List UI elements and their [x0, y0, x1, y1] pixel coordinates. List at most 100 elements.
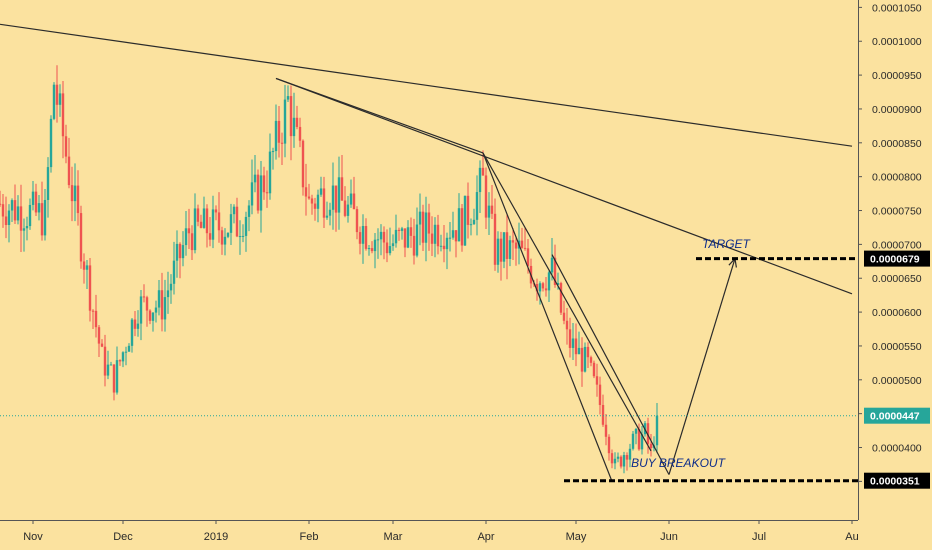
candle-body: [19, 206, 23, 231]
candle-body: [415, 224, 419, 256]
candle-body: [160, 290, 164, 320]
candle-body: [196, 208, 200, 222]
candle-body: [484, 175, 488, 218]
candle-body: [442, 245, 446, 250]
candle-body: [292, 117, 296, 137]
trendline[interactable]: [482, 152, 613, 482]
candle-body: [274, 120, 278, 152]
candle-body: [376, 239, 380, 241]
candle-body: [541, 283, 545, 289]
trendline[interactable]: [551, 254, 670, 475]
candle-body: [142, 296, 146, 298]
candle-body: [637, 428, 641, 450]
candle-body: [187, 228, 191, 234]
candle-body: [364, 226, 368, 249]
candle-body: [454, 230, 458, 242]
candle-body: [250, 182, 254, 206]
candle-body: [307, 196, 311, 199]
candle-body: [625, 455, 629, 460]
candle-body: [136, 323, 140, 329]
candle-body: [79, 213, 83, 262]
candle-body: [70, 185, 74, 202]
candle-body: [238, 236, 242, 238]
candle-body: [43, 199, 47, 236]
candle-body: [181, 245, 185, 259]
price-tag-last-label: 0.0000447: [870, 411, 920, 423]
candle-body: [277, 120, 281, 143]
candle-body: [325, 215, 329, 218]
trendline[interactable]: [275, 77, 484, 154]
candle-body: [94, 310, 98, 328]
levels-layer: [0, 257, 858, 483]
candle-body: [262, 175, 266, 193]
candle-body: [493, 213, 497, 265]
price-tick-label: 0.0000500: [872, 375, 922, 387]
candle-body: [445, 237, 449, 250]
projection-arrow[interactable]: [668, 258, 736, 475]
candle-body: [586, 346, 590, 358]
candle-body: [235, 206, 239, 237]
candle-body: [298, 126, 302, 141]
candle-body: [430, 233, 434, 244]
trendline[interactable]: [275, 77, 853, 295]
candle-body: [49, 118, 53, 168]
candle-body: [631, 433, 635, 449]
candle-body: [316, 194, 320, 209]
candle-body: [127, 345, 131, 352]
trendline[interactable]: [482, 152, 652, 452]
candle-body: [256, 174, 260, 211]
trendline[interactable]: [0, 23, 853, 147]
candle-body: [589, 357, 593, 363]
candle-body: [172, 260, 176, 284]
price-tag-target: [864, 250, 930, 267]
candle-body: [418, 211, 422, 225]
candle-body: [628, 448, 632, 460]
candle-body: [304, 187, 308, 197]
candle-body: [565, 320, 569, 330]
candle-body: [460, 208, 464, 246]
candle-body: [118, 360, 122, 362]
candle-body: [463, 195, 467, 246]
price-tick-label: 0.0000750: [872, 206, 922, 218]
candle-body: [574, 338, 578, 355]
candle-body: [388, 246, 392, 254]
candle-body: [280, 142, 284, 144]
price-tick-label: 0.0001000: [872, 36, 922, 48]
candle-body: [361, 226, 365, 244]
candle-body: [100, 343, 104, 347]
price-axis: 0.0001050 0.0001000 0.0000950 0.0000900 0.00…: [858, 0, 932, 550]
candle-body: [331, 185, 335, 210]
price-tag-buy-breakout-label: 0.0000351: [870, 476, 920, 488]
time-tick-label: Nov: [23, 531, 43, 543]
candle-body: [553, 257, 557, 285]
candle-body: [646, 423, 650, 444]
candle-body: [391, 243, 395, 247]
candle-body: [535, 284, 539, 292]
candle-body: [595, 376, 599, 385]
price-tag-target-label: 0.0000679: [870, 254, 920, 266]
candle-body: [577, 347, 581, 355]
price-tick-label: 0.0000550: [872, 341, 922, 353]
candle-body: [496, 238, 500, 265]
candle-body: [475, 192, 479, 220]
candle-body: [40, 203, 44, 236]
candle-body: [619, 456, 623, 467]
candle-body: [178, 243, 182, 259]
candle-body: [337, 177, 341, 213]
candle-body: [220, 230, 224, 245]
candle-body: [427, 212, 431, 234]
candle-body: [199, 221, 203, 228]
candle-body: [13, 200, 17, 221]
candle-body: [25, 226, 29, 229]
candle-body: [67, 156, 71, 186]
candle-body: [520, 240, 524, 248]
price-tick-label: 0.0000700: [872, 239, 922, 251]
candle-body: [349, 193, 353, 205]
candle-body: [55, 84, 59, 105]
candle-body: [598, 384, 602, 405]
candle-body: [412, 235, 416, 256]
candle-body: [469, 224, 473, 226]
candle-body: [232, 206, 236, 215]
